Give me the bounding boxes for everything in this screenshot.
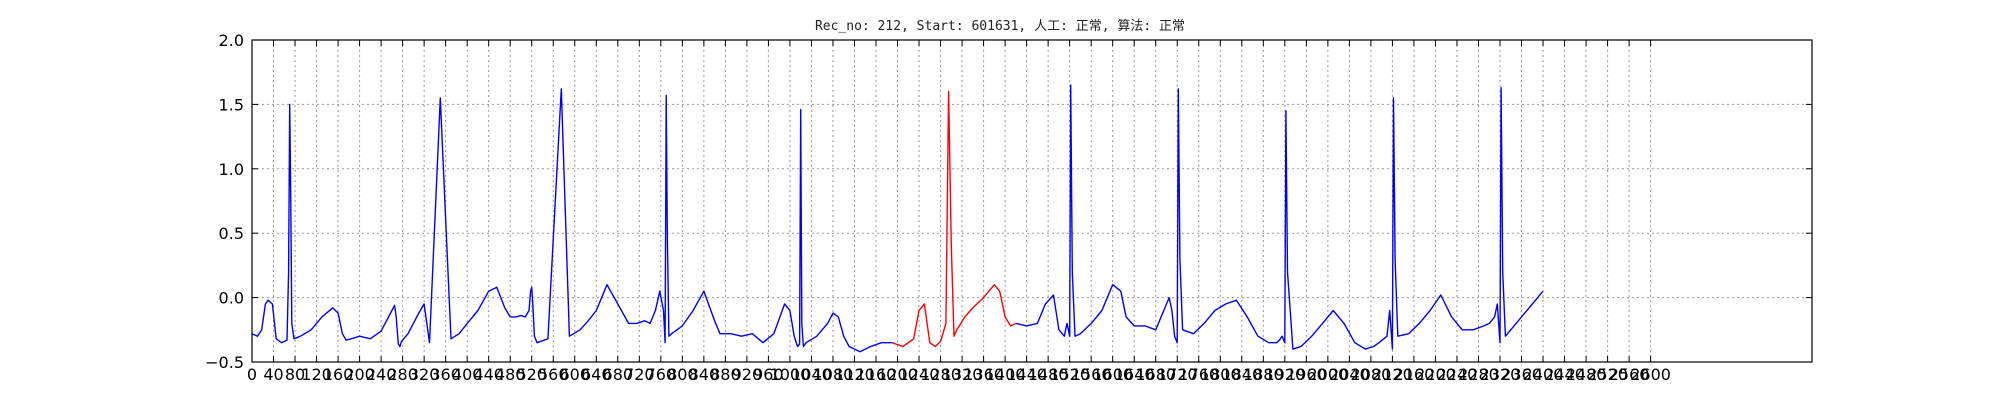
x-tick-label: 560	[538, 365, 569, 384]
x-tick-label: 840	[689, 365, 720, 384]
x-tick-label: 640	[581, 365, 612, 384]
y-tick-label: 1.0	[219, 160, 244, 179]
x-tick-label: 120	[301, 365, 332, 384]
y-tick-label: −0.5	[205, 353, 244, 372]
x-tick-label: 1160	[856, 365, 897, 384]
x-tick-label: 720	[624, 365, 655, 384]
x-tick-label: 1680	[1135, 365, 1176, 384]
x-tick-label: 960	[753, 365, 784, 384]
y-tick-label: 0.5	[219, 224, 244, 243]
x-tick-label: 920	[732, 365, 763, 384]
x-tick-label: 1600	[1092, 365, 1133, 384]
x-tick-label: 360	[430, 365, 461, 384]
x-tick-label: 1280	[920, 365, 961, 384]
x-tick-label: 2040	[1329, 365, 1370, 384]
x-tick-label: 1720	[1157, 365, 1198, 384]
x-tick-label: 280	[387, 365, 418, 384]
ecg-series-line-2	[1015, 84, 1544, 350]
x-tick-label: 1040	[791, 365, 832, 384]
x-tick-label: 1080	[813, 365, 854, 384]
x-tick-label: 1440	[1006, 365, 1047, 384]
x-tick-label: 1240	[899, 365, 940, 384]
x-tick-label: 680	[603, 365, 634, 384]
x-tick-label: 2240	[1437, 365, 1478, 384]
x-tick-label: 40	[263, 365, 283, 384]
x-tick-label: 1520	[1049, 365, 1090, 384]
x-tick-label: 480	[495, 365, 526, 384]
series-layer	[251, 84, 1544, 353]
x-tick-label: 1760	[1178, 365, 1219, 384]
x-tick-label: 440	[473, 365, 504, 384]
plot-frame	[251, 39, 1813, 363]
x-tick-label: 520	[516, 365, 547, 384]
ecg-series-line-0	[251, 88, 893, 353]
x-tick-label: 2480	[1566, 365, 1607, 384]
x-tick-label: 2600	[1630, 365, 1671, 384]
x-tick-label: 2360	[1501, 365, 1542, 384]
x-tick-label: 2080	[1351, 365, 1392, 384]
x-tick-label: 2200	[1415, 365, 1456, 384]
x-tick-label: 2320	[1480, 365, 1521, 384]
x-tick-label: 1400	[985, 365, 1026, 384]
x-tick-label: 200	[344, 365, 375, 384]
x-axis-ticks: 0 40 8012016020024028032036040044048052056…	[247, 40, 1671, 384]
x-tick-label: 2120	[1372, 365, 1413, 384]
x-tick-label: 1320	[942, 365, 983, 384]
x-tick-label: 2520	[1587, 365, 1628, 384]
x-tick-label: 1560	[1071, 365, 1112, 384]
chart-title: Rec_no: 212, Start: 601631, 人工: 正常, 算法: …	[815, 19, 1185, 34]
x-tick-label: 2440	[1544, 365, 1585, 384]
x-tick-label: 1880	[1243, 365, 1284, 384]
y-axis-ticks: −0.5 0.0 0.5 1.0 1.5 2.0	[205, 31, 1812, 372]
x-tick-label: 2000	[1308, 365, 1349, 384]
x-tick-label: 2280	[1458, 365, 1499, 384]
x-tick-label: 320	[409, 365, 440, 384]
x-tick-label: 400	[452, 365, 483, 384]
x-tick-label: 2160	[1394, 365, 1435, 384]
x-tick-label: 2560	[1609, 365, 1650, 384]
x-tick-label: 600	[559, 365, 590, 384]
x-tick-label: 1360	[963, 365, 1004, 384]
x-tick-label: 160	[323, 365, 354, 384]
x-tick-label: 80	[285, 365, 305, 384]
x-tick-label: 1000	[770, 365, 811, 384]
x-tick-label: 800	[667, 365, 698, 384]
y-tick-label: 2.0	[219, 31, 244, 50]
x-tick-label: 1920	[1264, 365, 1305, 384]
x-tick-label: 2400	[1523, 365, 1564, 384]
x-tick-label: 1200	[877, 365, 918, 384]
grid-layer	[251, 39, 1812, 363]
ecg-series-line-1	[891, 90, 1017, 348]
x-tick-label: 880	[710, 365, 741, 384]
x-tick-label: 760	[646, 365, 677, 384]
x-tick-label: 1480	[1028, 365, 1069, 384]
x-tick-label: 1800	[1200, 365, 1241, 384]
y-tick-label: 1.5	[219, 95, 244, 114]
x-tick-label: 1120	[834, 365, 875, 384]
y-tick-label: 0.0	[219, 289, 244, 308]
x-tick-label: 0	[247, 365, 257, 384]
x-tick-label: 1960	[1286, 365, 1327, 384]
x-tick-label: 1840	[1221, 365, 1262, 384]
x-tick-label: 240	[366, 365, 397, 384]
x-tick-label: 1640	[1114, 365, 1155, 384]
